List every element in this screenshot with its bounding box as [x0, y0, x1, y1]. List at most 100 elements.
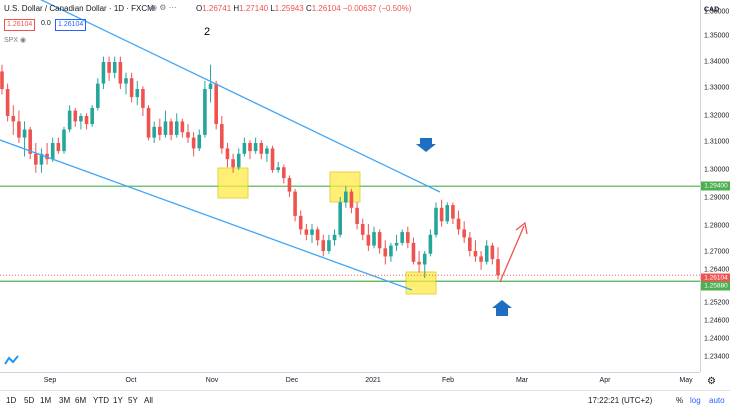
- eye-icon[interactable]: ◉: [150, 3, 157, 12]
- price-tick-label: 1.27000: [704, 248, 730, 256]
- up-arrow-icon: [492, 300, 512, 316]
- candle-body: [197, 134, 202, 149]
- auto-toggle[interactable]: auto: [709, 396, 725, 405]
- projection-arrowhead: [515, 221, 528, 235]
- down-arrow-icon: [416, 138, 436, 152]
- candle-body: [146, 107, 151, 138]
- time-axis[interactable]: Sep Oct Nov Dec 2021 Feb Mar Apr May: [0, 372, 700, 390]
- candle-body: [62, 129, 66, 152]
- candle-body: [372, 232, 376, 246]
- spread-value: 0.0: [41, 20, 51, 27]
- price-tick-label: 1.31000: [704, 138, 730, 146]
- candle-body: [344, 191, 348, 203]
- candle-body: [327, 240, 331, 251]
- candle-body: [236, 153, 241, 168]
- price-tick-label: 1.24600: [704, 317, 730, 325]
- bottom-toolbar: 1D 5D 1M 3M 6M YTD 1Y 5Y All 17:22:21 (UTC+2) % …: [0, 390, 730, 410]
- price-tick-label: 1.28000: [704, 222, 730, 230]
- range-button-3m[interactable]: 3M: [59, 396, 71, 405]
- settings-icon[interactable]: ⚙: [159, 3, 167, 12]
- candle-body: [338, 202, 342, 235]
- price-tick-label: 1.26400: [704, 266, 730, 274]
- candle-body: [11, 116, 16, 122]
- candle-body: [124, 78, 128, 84]
- candle-body: [349, 191, 354, 208]
- price-chart[interactable]: [0, 0, 700, 372]
- candle-body: [141, 89, 145, 108]
- candle-body: [479, 256, 483, 262]
- candle-body: [282, 167, 286, 179]
- range-button-6m[interactable]: 6M: [75, 396, 87, 405]
- time-tick-label: Nov: [205, 377, 219, 384]
- candle-body: [96, 83, 100, 108]
- candle-body: [22, 129, 27, 138]
- candle-body: [484, 245, 489, 262]
- price-tick-label: 1.24000: [704, 335, 730, 343]
- candle-body: [39, 153, 44, 165]
- chart-settings-icon[interactable]: ⚙: [707, 376, 716, 387]
- time-tick-label: Feb: [441, 377, 455, 384]
- price-tick-label: 1.33000: [704, 84, 730, 92]
- candle-body: [445, 205, 450, 222]
- price-axis[interactable]: CAD 1.36000 1.35000 1.34000 1.33000 1.32000 1…: [700, 0, 730, 372]
- buy-button[interactable]: 1.26104: [55, 19, 87, 31]
- more-icon[interactable]: ⋯: [168, 3, 177, 12]
- candle-body: [158, 126, 162, 135]
- candle-body: [428, 234, 433, 254]
- candle-body: [411, 242, 416, 262]
- price-tick-label: 1.34000: [704, 58, 730, 66]
- legend-controls[interactable]: ◉ ⚙ ⋯: [150, 3, 177, 12]
- candle-body: [191, 137, 196, 149]
- log-toggle[interactable]: log: [690, 396, 701, 405]
- candle-body: [456, 218, 461, 230]
- candle-body: [422, 253, 427, 265]
- percent-toggle[interactable]: %: [676, 396, 684, 405]
- range-button-all[interactable]: All: [144, 396, 153, 405]
- time-tick-label: Mar: [515, 377, 529, 384]
- ohlc-readout: O1.26741 H1.27140 L1.25943 C1.26104 −0.0…: [196, 4, 412, 13]
- candle-body: [186, 132, 190, 138]
- candle-body: [406, 232, 410, 243]
- candle-body: [169, 121, 173, 135]
- price-tick-label: 1.29000: [704, 194, 730, 202]
- candle-body: [315, 229, 320, 241]
- tradingview-logo-icon[interactable]: [4, 353, 20, 365]
- candle-body: [434, 207, 438, 235]
- candle-body: [462, 229, 466, 238]
- candle-body: [389, 245, 393, 257]
- candle-body: [56, 143, 61, 152]
- range-button-1y[interactable]: 1Y: [113, 396, 123, 405]
- candle-body: [439, 207, 444, 222]
- candle-body: [332, 234, 337, 241]
- candle-body: [79, 116, 83, 122]
- candle-body: [259, 143, 264, 154]
- candle-body: [451, 205, 455, 219]
- highlight-box: [217, 167, 249, 199]
- current-price-tag: 1.26104: [701, 273, 730, 283]
- candle-body: [490, 245, 495, 260]
- range-button-ytd[interactable]: YTD: [93, 396, 109, 405]
- candle-body: [112, 62, 117, 73]
- lower-trendline: [0, 139, 413, 291]
- range-button-1m[interactable]: 1M: [40, 396, 52, 405]
- range-button-5y[interactable]: 5Y: [128, 396, 138, 405]
- chart-area[interactable]: U.S. Dollar / Canadian Dollar · 1D · FXC…: [0, 0, 700, 372]
- candle-body: [225, 148, 230, 160]
- candle-body: [135, 89, 140, 98]
- candle-body: [360, 224, 365, 235]
- time-tick-label: Oct: [125, 377, 137, 384]
- candle-body: [400, 232, 404, 243]
- candle-body: [265, 148, 269, 154]
- range-button-5d[interactable]: 5D: [24, 396, 35, 405]
- candle-body: [28, 129, 32, 154]
- candle-body: [73, 110, 78, 122]
- range-button-1d[interactable]: 1D: [6, 396, 17, 405]
- candle-body: [310, 229, 314, 235]
- candle-body: [84, 116, 89, 125]
- price-tick-label: 1.23400: [704, 353, 730, 361]
- candle-body: [34, 153, 38, 165]
- eye-icon[interactable]: ◉: [19, 37, 27, 44]
- clock: 17:22:21 (UTC+2): [588, 396, 653, 405]
- indicator-label[interactable]: SPX ◉: [4, 37, 27, 44]
- sell-button[interactable]: 1.26104: [4, 19, 36, 31]
